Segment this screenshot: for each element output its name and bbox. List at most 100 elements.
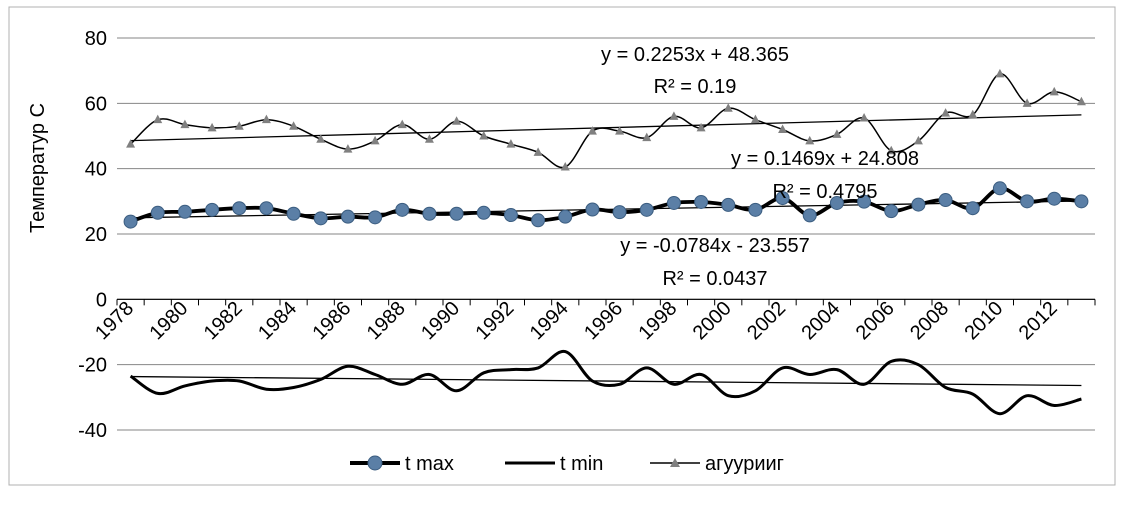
data-point-agyurig	[832, 129, 842, 138]
trend-equation-tmin: y = -0.0784x - 23.557	[620, 235, 810, 257]
data-point-agyurig	[261, 114, 271, 124]
data-point-tmax	[503, 208, 518, 223]
legend-marker-tmax	[367, 455, 383, 471]
y-tick-label: -40	[78, 420, 107, 442]
legend-item-agyurig: агуурииг	[650, 453, 784, 475]
data-point-agyurig	[1022, 98, 1032, 107]
data-point-agyurig	[234, 121, 244, 130]
x-axis	[116, 298, 1096, 306]
data-point-agyurig	[859, 113, 869, 122]
data-point-agyurig	[886, 145, 896, 155]
data-point-agyurig	[778, 124, 788, 133]
data-point-tmax	[965, 201, 980, 216]
data-point-tmax	[748, 202, 763, 217]
data-point-tmax	[123, 214, 138, 229]
y-axis-label: Температур С	[27, 103, 49, 233]
legend: t max t min агуурииг	[350, 453, 784, 475]
y-tick-label: 0	[96, 289, 107, 311]
data-point-agyurig	[750, 114, 760, 124]
data-point-tmax	[666, 195, 681, 210]
series-line-agyurig	[130, 73, 1082, 169]
data-point-agyurig	[913, 135, 923, 145]
data-point-agyurig	[560, 162, 570, 171]
data-point-tmax	[150, 205, 165, 220]
data-point-tmax	[585, 202, 600, 217]
data-point-tmax	[340, 209, 355, 224]
data-point-agyurig	[316, 134, 326, 143]
data-point-agyurig	[669, 111, 679, 120]
y-tick-label: 20	[85, 224, 107, 246]
data-point-tmax	[286, 206, 301, 221]
data-point-tmax	[802, 208, 817, 223]
data-point-agyurig	[533, 147, 543, 156]
series-markers	[123, 68, 1089, 229]
data-point-agyurig	[153, 114, 163, 124]
y-tick-labels: -40 -20 0 20 40 60 80	[78, 28, 107, 442]
y-tick-label: 40	[85, 159, 107, 181]
data-point-agyurig	[180, 119, 190, 129]
data-point-agyurig	[1049, 86, 1059, 96]
data-point-tmax	[395, 202, 410, 217]
data-point-agyurig	[452, 116, 462, 125]
legend-marker-agyurig	[670, 458, 680, 467]
data-point-tmax	[205, 202, 220, 217]
y-tick-label: -20	[78, 355, 107, 377]
data-point-tmax	[612, 205, 627, 220]
data-point-tmax	[721, 197, 736, 212]
trend-r2-tmax: R² = 0.4795	[772, 181, 877, 203]
data-point-agyurig	[397, 119, 407, 129]
chart-frame-border	[8, 6, 1116, 486]
data-point-tmax	[992, 181, 1007, 196]
data-point-tmax	[449, 206, 464, 221]
trendline-labels: y = 0.2253x + 48.365 R² = 0.19 y = 0.146…	[601, 44, 919, 290]
data-point-tmax	[422, 206, 437, 221]
data-point-tmax	[476, 205, 491, 220]
data-point-tmax	[884, 204, 899, 219]
data-point-agyurig	[479, 131, 489, 140]
data-point-tmax	[558, 209, 573, 224]
trend-equation-tmax: y = 0.1469x + 24.808	[731, 148, 919, 170]
data-point-agyurig	[506, 139, 516, 148]
data-point-agyurig	[995, 68, 1005, 78]
data-point-agyurig	[723, 103, 733, 112]
data-point-tmax	[829, 195, 844, 210]
data-point-tmax	[177, 204, 192, 219]
data-point-agyurig	[289, 121, 299, 130]
data-point-agyurig	[805, 135, 815, 145]
data-point-agyurig	[587, 126, 597, 135]
data-point-tmax	[1047, 191, 1062, 206]
data-point-agyurig	[424, 134, 434, 143]
data-point-agyurig	[968, 109, 978, 119]
legend-item-tmax: t max	[350, 453, 454, 475]
data-point-tmax	[368, 210, 383, 225]
trend-r2-tmin: R² = 0.0437	[662, 268, 767, 290]
data-point-agyurig	[1076, 96, 1086, 106]
data-point-agyurig	[207, 122, 217, 132]
legend-label-agyurig: агуурииг	[705, 453, 784, 475]
data-point-agyurig	[642, 132, 652, 142]
data-point-tmax	[1020, 194, 1035, 209]
data-point-agyurig	[941, 108, 951, 117]
data-point-tmax	[1074, 194, 1089, 209]
data-point-agyurig	[126, 139, 136, 148]
data-point-tmax	[857, 194, 872, 209]
data-point-tmax	[259, 201, 274, 216]
data-point-agyurig	[370, 135, 380, 145]
data-point-tmax	[694, 194, 709, 209]
data-point-tmax	[639, 202, 654, 217]
trendline-tmin	[130, 375, 1082, 387]
y-tick-label: 60	[85, 93, 107, 115]
legend-label-tmax: t max	[405, 453, 454, 475]
data-point-agyurig	[696, 122, 706, 132]
y-tick-label: 80	[85, 28, 107, 50]
legend-label-tmin: t min	[560, 453, 603, 475]
data-point-tmax	[938, 193, 953, 208]
trend-equation-agyurig: y = 0.2253x + 48.365	[601, 44, 789, 66]
series-line-tmin	[129, 350, 1082, 416]
data-point-tmax	[232, 201, 247, 216]
trend-r2-agyurig: R² = 0.19	[654, 76, 737, 98]
data-point-agyurig	[343, 144, 353, 153]
data-point-agyurig	[615, 126, 625, 135]
